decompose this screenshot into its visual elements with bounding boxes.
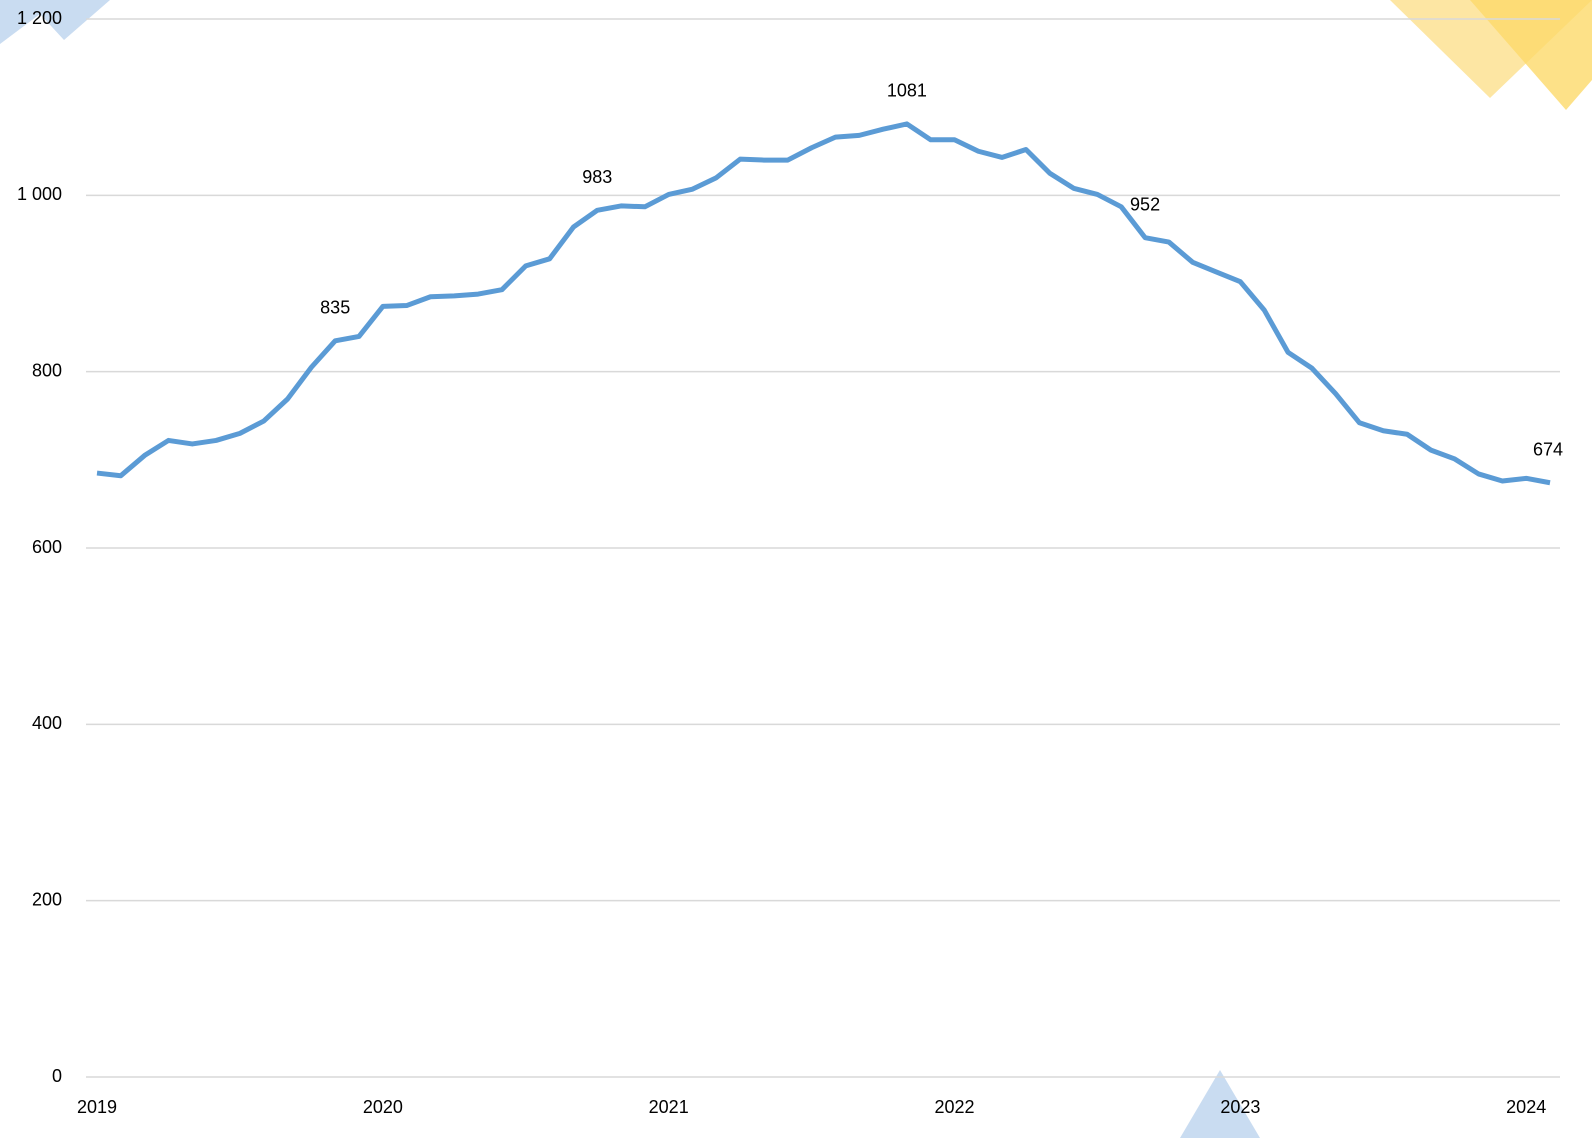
- y-tick-label: 1 000: [17, 184, 62, 204]
- x-tick-label: 2021: [649, 1097, 689, 1117]
- y-tick-label: 600: [32, 537, 62, 557]
- x-tick-label: 2024: [1506, 1097, 1546, 1117]
- data-label: 983: [582, 167, 612, 187]
- y-tick-label: 400: [32, 713, 62, 733]
- x-tick-label: 2022: [934, 1097, 974, 1117]
- data-label: 835: [320, 298, 350, 318]
- y-tick-label: 0: [52, 1066, 62, 1086]
- decoration: [0, 0, 110, 44]
- data-label: 1081: [887, 81, 927, 101]
- y-tick-label: 1 200: [17, 8, 62, 28]
- y-tick-label: 800: [32, 360, 62, 380]
- x-tick-label: 2020: [363, 1097, 403, 1117]
- x-tick-label: 2019: [77, 1097, 117, 1117]
- data-label: 674: [1533, 440, 1563, 460]
- decoration: [1470, 0, 1592, 110]
- decoration: [1180, 1070, 1260, 1138]
- data-label: 952: [1130, 194, 1160, 214]
- line: [96, 121, 1551, 486]
- y-tick-label: 200: [32, 889, 62, 909]
- x-tick-label: 2023: [1220, 1097, 1260, 1117]
